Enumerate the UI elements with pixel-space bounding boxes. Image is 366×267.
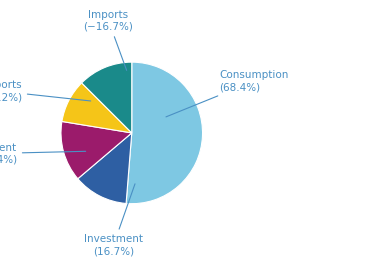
Wedge shape — [62, 83, 132, 133]
Text: Government
(18.4%): Government (18.4%) — [0, 143, 86, 164]
Wedge shape — [82, 62, 132, 133]
Wedge shape — [126, 62, 202, 204]
Wedge shape — [78, 133, 132, 203]
Text: Imports
(−16.7%): Imports (−16.7%) — [83, 10, 133, 70]
Wedge shape — [61, 121, 132, 179]
Text: Consumption
(68.4%): Consumption (68.4%) — [166, 70, 288, 117]
Text: Investment
(16.7%): Investment (16.7%) — [84, 184, 143, 256]
Text: Exports
(13.2%): Exports (13.2%) — [0, 80, 91, 102]
